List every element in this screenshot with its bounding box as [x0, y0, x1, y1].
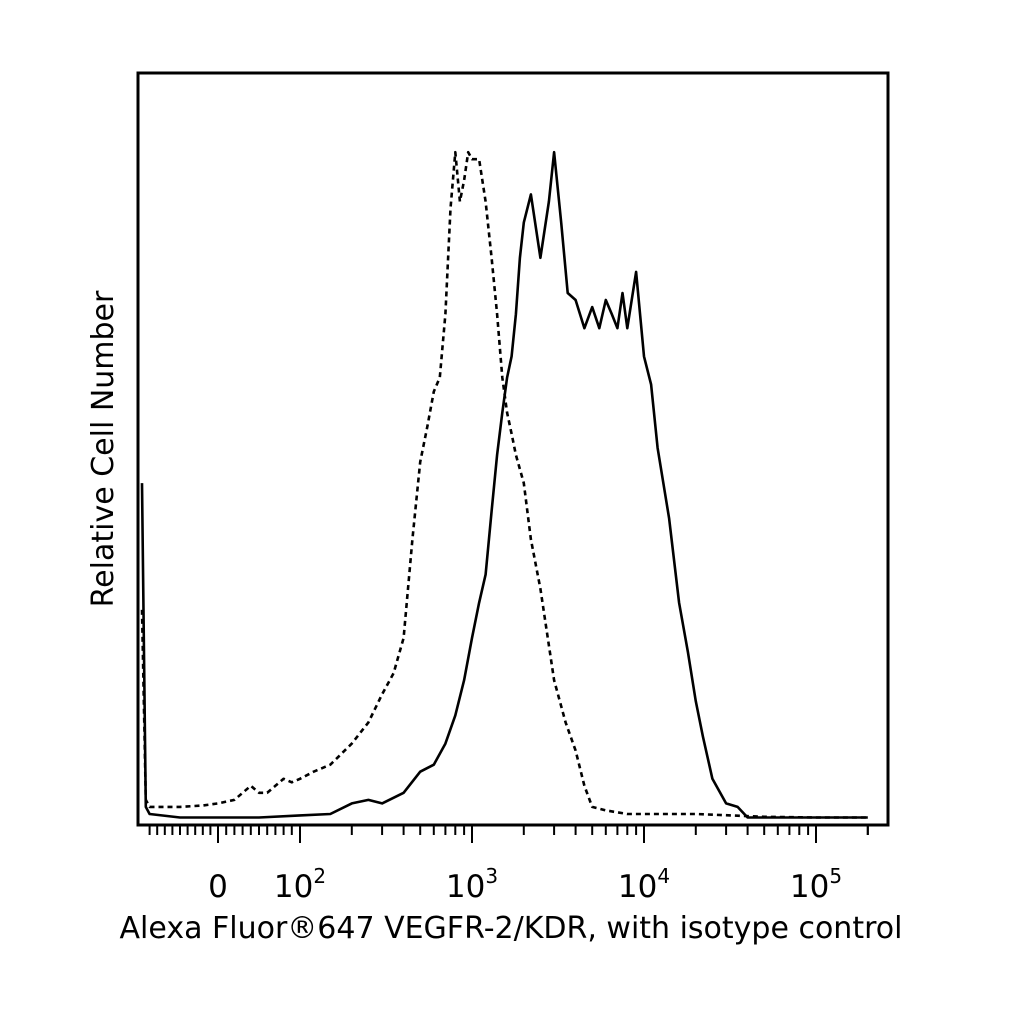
x-tick-label: 0: [208, 869, 228, 905]
series-dashed-line: [140, 150, 868, 819]
series-solid-line: [140, 150, 868, 819]
x-tick-label: 104: [618, 864, 670, 905]
x-axis-ticks: [148, 825, 869, 843]
x-tick-label: 102: [274, 864, 326, 905]
plot-frame: [136, 71, 890, 827]
series-group: [140, 150, 868, 819]
x-tick-label: 103: [446, 864, 498, 905]
y-axis-title: Relative Cell Number: [86, 290, 121, 607]
x-axis-title: Alexa Fluor®647 VEGFR-2/KDR, with isotyp…: [120, 911, 903, 946]
x-axis-tick-labels: 0 102 103 104 105: [208, 864, 842, 905]
x-tick-label: 105: [790, 864, 842, 905]
